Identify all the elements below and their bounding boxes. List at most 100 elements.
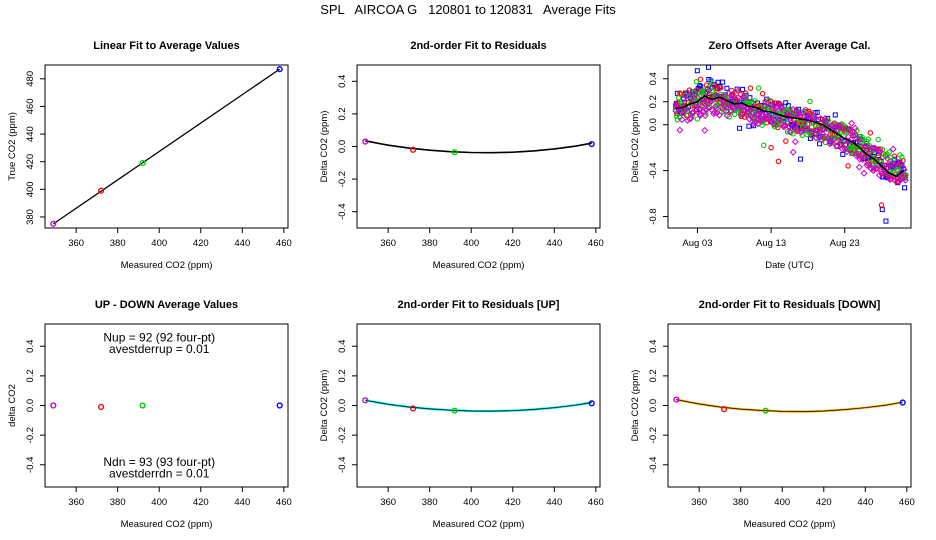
data-point <box>836 140 844 148</box>
data-point <box>895 178 903 186</box>
x-axis-label: Measured CO2 (ppm) <box>121 260 213 271</box>
data-point-outlier <box>878 202 885 208</box>
data-point <box>788 113 796 121</box>
data-point <box>892 156 898 162</box>
data-point <box>687 114 695 122</box>
data-point <box>775 124 781 131</box>
data-point <box>689 112 695 119</box>
series-cloud <box>673 65 909 224</box>
x-tick-label: Aug 13 <box>756 238 786 249</box>
x-tick-label: 460 <box>588 497 604 508</box>
data-point <box>776 116 784 124</box>
data-point <box>759 111 767 119</box>
y-tick-label: -0.4 <box>25 457 36 473</box>
data-point <box>860 169 868 177</box>
x-tick-label: 440 <box>857 497 873 508</box>
data-point-outlier <box>879 207 885 213</box>
x-tick-label: 420 <box>193 238 209 249</box>
data-point <box>680 95 688 103</box>
x-tick-label: 380 <box>422 238 438 249</box>
data-point <box>718 84 724 91</box>
plot-area <box>362 397 595 414</box>
y-tick-label: 380 <box>25 209 36 225</box>
data-point <box>820 126 828 134</box>
data-point <box>818 136 826 144</box>
y-tick-label: 0.2 <box>648 369 659 382</box>
data-point <box>674 90 680 96</box>
data-point <box>787 106 793 112</box>
chart-panel-6: 2nd-order Fit to Residuals [DOWN] Measure… <box>630 299 915 530</box>
data-point <box>855 163 863 171</box>
x-tick-label: 380 <box>110 497 126 508</box>
x-tick-label: 420 <box>505 238 521 249</box>
data-point <box>746 106 754 114</box>
data-point <box>767 115 775 123</box>
data-point <box>50 402 57 409</box>
data-point <box>880 166 888 174</box>
plot-frame <box>356 64 601 229</box>
data-point <box>730 92 738 100</box>
data-point <box>724 85 730 91</box>
data-point <box>785 122 793 130</box>
data-point <box>863 161 871 169</box>
data-point <box>812 134 820 142</box>
data-point <box>880 170 888 178</box>
data-point <box>890 162 898 170</box>
y-tick-label: -0.2 <box>648 427 659 443</box>
x-tick-label: 420 <box>505 497 521 508</box>
data-point <box>742 111 750 119</box>
data-point <box>801 123 809 131</box>
data-point <box>746 123 752 129</box>
y-tick-label: 0.4 <box>337 340 348 353</box>
data-point <box>139 402 146 409</box>
data-point <box>840 151 846 157</box>
x-tick-label: 360 <box>380 238 396 249</box>
data-point <box>842 140 850 148</box>
data-point <box>832 112 838 118</box>
data-point <box>807 98 813 105</box>
data-point <box>786 128 794 136</box>
plot-frame <box>44 323 289 488</box>
data-point <box>901 176 909 184</box>
data-point-outlier <box>760 142 767 149</box>
plot-area <box>50 402 283 411</box>
plot-area <box>50 66 283 227</box>
stats-annotation: Nup = 92 (92 four-pt) <box>103 330 215 344</box>
data-point <box>766 97 772 104</box>
data-point <box>693 78 700 85</box>
data-point <box>814 109 820 115</box>
y-tick-label: 440 <box>25 126 36 142</box>
data-point <box>362 397 369 404</box>
data-point <box>734 93 742 101</box>
data-point <box>783 138 789 144</box>
y-axis-label: delta CO2 <box>7 384 18 427</box>
data-point <box>692 100 700 109</box>
x-axis-label: Measured CO2 (ppm) <box>121 519 213 530</box>
data-point <box>721 108 727 115</box>
data-point <box>747 85 754 91</box>
data-point <box>737 125 743 131</box>
x-tick-label: 440 <box>546 238 562 249</box>
y-tick-label: 400 <box>25 181 36 197</box>
data-point <box>855 136 863 144</box>
x-tick-label: 460 <box>899 497 915 508</box>
data-point <box>139 159 146 167</box>
y-axis-label: Delta CO2 (ppm) <box>319 111 330 183</box>
data-point <box>674 110 680 117</box>
y-tick-label: -0.2 <box>337 171 348 187</box>
data-point <box>868 144 876 152</box>
data-point <box>737 102 745 110</box>
data-point <box>808 128 816 136</box>
data-point <box>791 138 799 146</box>
x-tick-label: 420 <box>193 497 209 508</box>
data-point <box>870 144 878 152</box>
data-point <box>588 400 595 407</box>
data-point <box>97 187 105 194</box>
data-point <box>686 115 694 123</box>
data-point-outlier <box>694 116 701 122</box>
x-tick-label: 400 <box>463 497 479 508</box>
data-point <box>50 220 57 227</box>
panel-title: UP - DOWN Average Values <box>95 299 238 311</box>
chart-panel-3: Zero Offsets After Average Cal. Date (UTC… <box>630 40 912 271</box>
